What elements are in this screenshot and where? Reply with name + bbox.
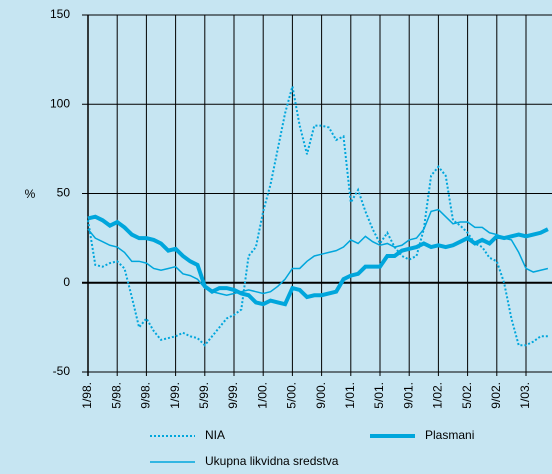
x-tick-label: 1/99. [168,382,182,409]
legend-label: Ukupna likvidna sredstva [205,454,339,468]
x-tick-label: 1/00. [255,382,269,409]
x-tick-label: 5/02. [460,382,474,409]
x-tick-label: 1/98. [80,382,94,409]
legend-label: NIA [205,428,225,442]
x-tick-label: 9/98. [139,382,153,409]
x-tick-label: 9/02. [489,382,503,409]
series-line [87,86,548,347]
y-tick-label: -50 [53,364,71,378]
x-tick-label: 5/98. [109,382,123,409]
x-tick-label: 5/00. [285,382,299,409]
series-line [87,214,549,307]
y-tick-label: 50 [57,186,71,200]
x-tick-label: 9/99. [226,382,240,409]
x-tick-label: 1/02. [431,382,445,409]
y-tick-label: 150 [50,7,70,21]
x-tick-label: 9/01. [401,382,415,409]
y-axis-label: % [25,187,36,201]
y-tick-label: 0 [63,275,70,289]
x-tick-label: 9/00. [314,382,328,409]
legend-label: Plasmani [425,428,474,442]
x-tick-label: 1/01. [343,382,357,409]
x-tick-label: 5/01. [372,382,386,409]
series-line [87,208,549,297]
x-tick-label: 1/03. [518,382,532,409]
x-tick-label: 5/99. [197,382,211,409]
y-tick-label: 100 [50,96,70,110]
